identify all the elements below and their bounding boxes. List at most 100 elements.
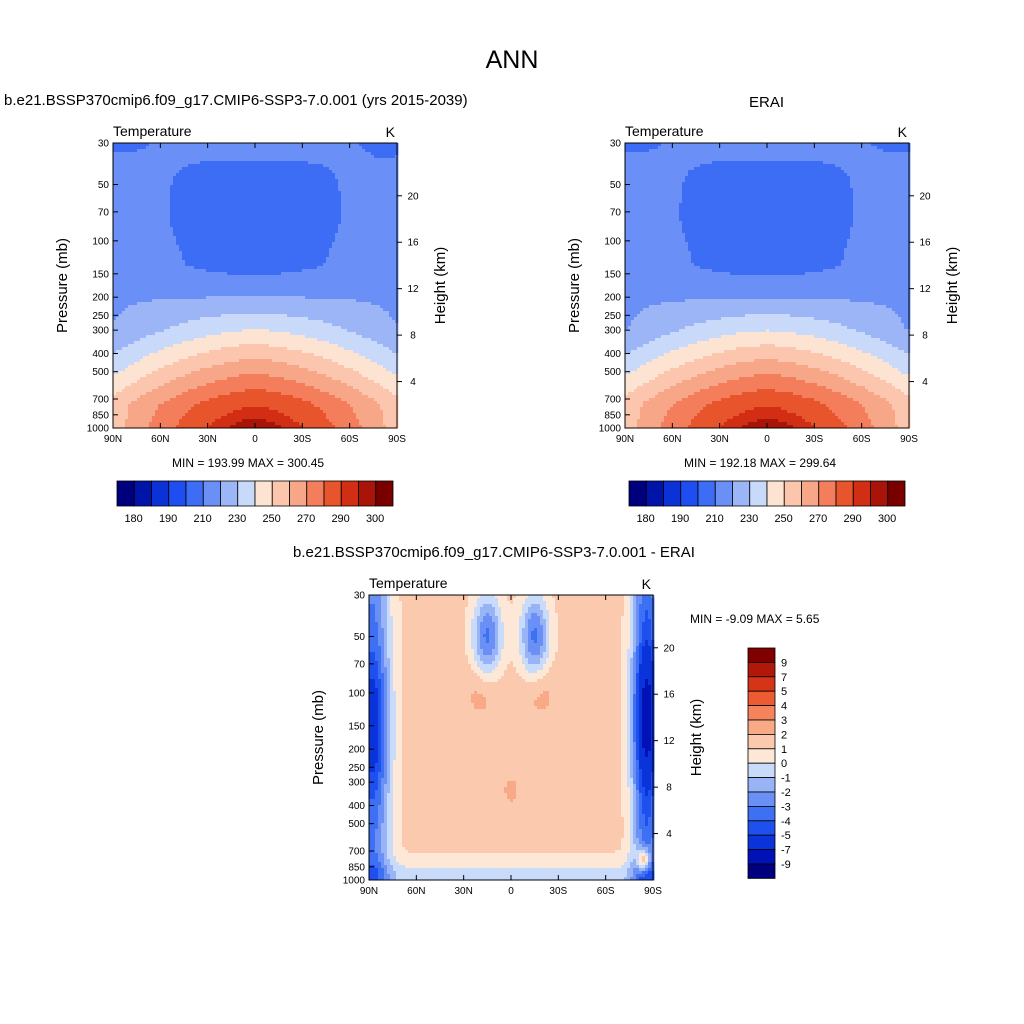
contour-cell (143, 353, 147, 357)
contour-cell (113, 185, 117, 189)
contour-cell (143, 209, 147, 213)
contour-cell (167, 284, 171, 288)
contour-cell (161, 392, 165, 396)
contour-cell (212, 317, 216, 321)
contour-cell (227, 290, 231, 294)
contour-cell (227, 311, 231, 315)
contour-cell (269, 245, 273, 249)
contour-cell (134, 185, 138, 189)
contour-cell (251, 383, 255, 387)
contour-cell (158, 380, 162, 384)
contour-cell (212, 293, 216, 297)
contour-cell (140, 341, 144, 345)
contour-cell (209, 386, 213, 390)
contour-cell (233, 305, 237, 309)
contour-cell (215, 170, 219, 174)
contour-cell (119, 188, 123, 192)
contour-cell (221, 227, 225, 231)
contour-cell (218, 386, 222, 390)
contour-cell (227, 245, 231, 249)
contour-cell (221, 341, 225, 345)
contour-cell (140, 413, 144, 417)
contour-cell (170, 266, 174, 270)
contour-cell (167, 179, 171, 183)
contour-cell (149, 302, 153, 306)
contour-cell (119, 389, 123, 393)
contour-cell (179, 404, 183, 408)
contour-cell (248, 176, 252, 180)
contour-cell (125, 149, 129, 153)
contour-cell (218, 395, 222, 399)
contour-cell (203, 299, 207, 303)
contour-cell (245, 233, 249, 237)
contour-cell (179, 344, 183, 348)
contour-cell (122, 335, 126, 339)
contour-cell (233, 218, 237, 222)
contour-cell (212, 407, 216, 411)
contour-cell (203, 257, 207, 261)
contour-cell (155, 242, 159, 246)
contour-cell (233, 413, 237, 417)
contour-cell (167, 308, 171, 312)
contour-cell (224, 233, 228, 237)
contour-cell (116, 350, 120, 354)
contour-cell (173, 269, 177, 273)
contour-cell (113, 374, 117, 378)
contour-cell (161, 368, 165, 372)
contour-cell (143, 359, 147, 363)
contour-cell (164, 227, 168, 231)
contour-cell (212, 188, 216, 192)
contour-cell (263, 374, 267, 378)
contour-cell (215, 179, 219, 183)
contour-cell (119, 212, 123, 216)
contour-cell (218, 356, 222, 360)
contour-cell (215, 317, 219, 321)
contour-cell (230, 233, 234, 237)
contour-cell (254, 245, 258, 249)
contour-cell (224, 329, 228, 333)
contour-cell (233, 143, 237, 147)
contour-cell (137, 386, 141, 390)
contour-cell (164, 305, 168, 309)
contour-cell (200, 392, 204, 396)
contour-cell (227, 401, 231, 405)
contour-cell (146, 149, 150, 153)
contour-cell (206, 170, 210, 174)
contour-cell (233, 383, 237, 387)
contour-cell (182, 233, 186, 237)
contour-cell (269, 170, 273, 174)
contour-cell (230, 299, 234, 303)
contour-cell (254, 143, 258, 147)
contour-cell (221, 275, 225, 279)
contour-cell (116, 215, 120, 219)
contour-cell (215, 248, 219, 252)
contour-cell (194, 260, 198, 264)
contour-cell (239, 350, 243, 354)
contour-cell (173, 335, 177, 339)
contour-cell (158, 389, 162, 393)
contour-cell (119, 164, 123, 168)
contour-cell (122, 200, 126, 204)
contour-cell (254, 350, 258, 354)
contour-cell (242, 221, 246, 225)
contour-cell (218, 254, 222, 258)
contour-cell (257, 419, 261, 423)
contour-cell (245, 419, 249, 423)
contour-cell (143, 221, 147, 225)
contour-cell (224, 161, 228, 165)
contour-cell (269, 164, 273, 168)
contour-cell (257, 185, 261, 189)
contour-cell (218, 371, 222, 375)
contour-cell (155, 179, 159, 183)
contour-cell (125, 329, 129, 333)
contour-cell (125, 155, 129, 159)
contour-cell (266, 284, 270, 288)
contour-cell (131, 218, 135, 222)
contour-cell (239, 281, 243, 285)
contour-cell (131, 344, 135, 348)
contour-cell (242, 410, 246, 414)
contour-cell (215, 188, 219, 192)
contour-cell (170, 407, 174, 411)
contour-cell (188, 401, 192, 405)
contour-cell (158, 302, 162, 306)
